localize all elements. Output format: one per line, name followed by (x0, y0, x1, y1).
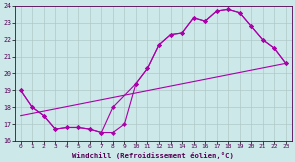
X-axis label: Windchill (Refroidissement éolien,°C): Windchill (Refroidissement éolien,°C) (72, 151, 234, 159)
